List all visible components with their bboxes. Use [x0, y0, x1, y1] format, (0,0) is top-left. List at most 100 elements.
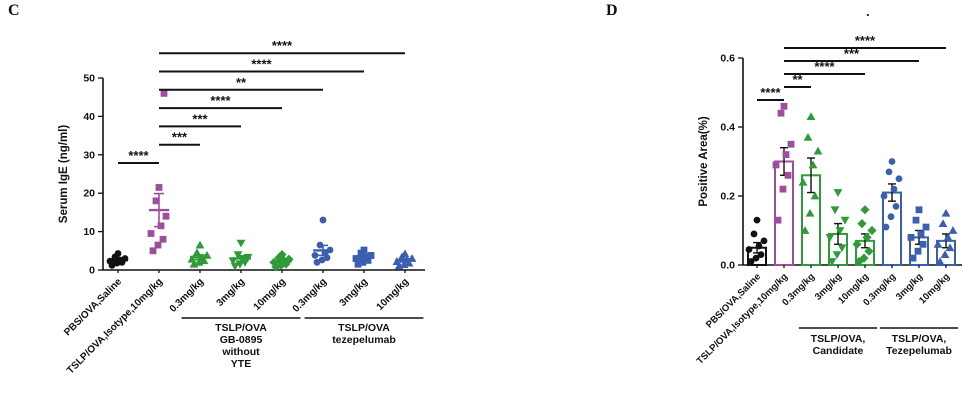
square-marker — [159, 235, 167, 243]
x-tick-label: 10mg/kg — [375, 276, 411, 312]
circle-marker — [747, 258, 755, 265]
triangle-marker — [806, 112, 816, 121]
circle-marker — [882, 223, 890, 231]
y-axis-title: Positive Area(%) — [698, 116, 710, 206]
triangle-marker — [187, 254, 197, 263]
triangle-down-marker — [243, 253, 253, 262]
square-marker — [915, 206, 923, 214]
circle-marker — [892, 202, 900, 210]
significance-stars: ** — [792, 72, 803, 87]
circle-marker — [106, 257, 114, 265]
square-marker — [774, 216, 782, 224]
triangle-marker — [400, 249, 410, 258]
square-marker — [155, 184, 163, 191]
group-label: TSLP/OVA tezepelumab — [332, 322, 396, 346]
triangle-marker — [938, 219, 948, 227]
circle-marker — [745, 246, 753, 253]
y-tick-label: 10 — [83, 226, 95, 238]
triangle-down-marker — [235, 260, 245, 269]
circle-marker — [316, 241, 324, 249]
square-marker — [154, 241, 162, 249]
x-tick-label: 0.3mg/kg — [291, 276, 329, 314]
square-marker — [772, 161, 780, 169]
significance-stars: **** — [251, 57, 272, 72]
triangle-marker — [933, 239, 943, 248]
square-marker — [160, 89, 168, 97]
triangle-down-marker — [233, 251, 243, 260]
triangle-down-marker — [832, 251, 842, 260]
square-marker — [162, 212, 170, 220]
triangle-down-marker — [236, 239, 246, 248]
square-marker — [364, 257, 372, 264]
circle-marker — [890, 185, 898, 193]
group-label: TSLP/OVA, Tezepelumab — [886, 333, 952, 357]
circle-marker — [326, 246, 334, 254]
square-marker — [780, 102, 788, 110]
square-marker — [157, 222, 165, 230]
square-marker — [352, 255, 360, 262]
triangle-marker — [941, 208, 951, 217]
significance-stars: **** — [210, 93, 231, 108]
square-marker — [152, 197, 160, 205]
triangle-down-marker — [228, 257, 238, 266]
y-tick-label: 0 — [89, 265, 95, 277]
circle-marker — [319, 216, 327, 224]
square-marker — [919, 240, 927, 248]
triangle-marker — [805, 208, 815, 217]
square-marker — [784, 171, 792, 179]
y-tick-label: 0.6 — [720, 53, 735, 65]
significance-stars: **** — [814, 59, 835, 74]
triangle-marker — [195, 240, 205, 249]
diamond-marker — [859, 253, 869, 263]
y-tick-label: 40 — [83, 111, 95, 123]
diamond-marker — [852, 239, 862, 249]
square-marker — [909, 254, 917, 262]
square-marker — [359, 258, 367, 266]
circle-marker — [880, 192, 888, 200]
y-tick-label: 0.0 — [720, 260, 735, 272]
diamond-marker — [860, 205, 870, 215]
panel-letter-d: D — [606, 2, 618, 19]
circle-marker — [760, 237, 768, 245]
circle-marker — [753, 216, 761, 224]
circle-marker — [887, 213, 895, 221]
significance-stars: **** — [855, 33, 876, 48]
circle-marker — [757, 251, 765, 259]
triangle-marker — [392, 257, 402, 265]
diamond-marker — [277, 250, 287, 260]
diamond-marker — [864, 246, 874, 256]
triangle-marker — [800, 226, 810, 234]
diamond-marker — [862, 232, 872, 242]
triangle-marker — [192, 248, 202, 257]
diamond-marker — [867, 225, 877, 236]
square-marker — [914, 247, 922, 255]
y-axis-title: Serum IgE (ng/ml) — [58, 125, 70, 224]
significance-stars: **** — [128, 148, 149, 163]
y-tick-label: 0.2 — [720, 191, 735, 203]
panel-letter-c: C — [8, 2, 20, 19]
diamond-marker — [284, 254, 294, 264]
triangle-marker — [810, 191, 820, 200]
y-tick-label: 20 — [83, 188, 95, 200]
circle-marker — [885, 168, 893, 176]
triangle-down-marker — [827, 258, 837, 266]
circle-marker — [121, 255, 129, 262]
square-marker — [149, 247, 157, 255]
group-label: TSLP/OVA GB-0895 without YTE — [215, 322, 267, 370]
triangle-marker — [803, 132, 813, 141]
significance-stars: **** — [272, 38, 293, 53]
significance-stars: *** — [844, 46, 860, 61]
x-tick-label: 3mg/kg — [215, 276, 248, 309]
square-marker — [782, 151, 790, 158]
significance-stars: *** — [192, 111, 208, 126]
triangle-marker — [798, 177, 808, 186]
triangle-marker — [945, 243, 955, 252]
y-tick-label: 0.4 — [720, 122, 735, 134]
square-marker — [147, 230, 155, 237]
circle-marker — [888, 158, 896, 165]
triangle-down-marker — [837, 244, 847, 253]
square-marker — [922, 223, 930, 231]
triangle-down-marker — [840, 216, 850, 225]
square-marker — [907, 234, 915, 241]
